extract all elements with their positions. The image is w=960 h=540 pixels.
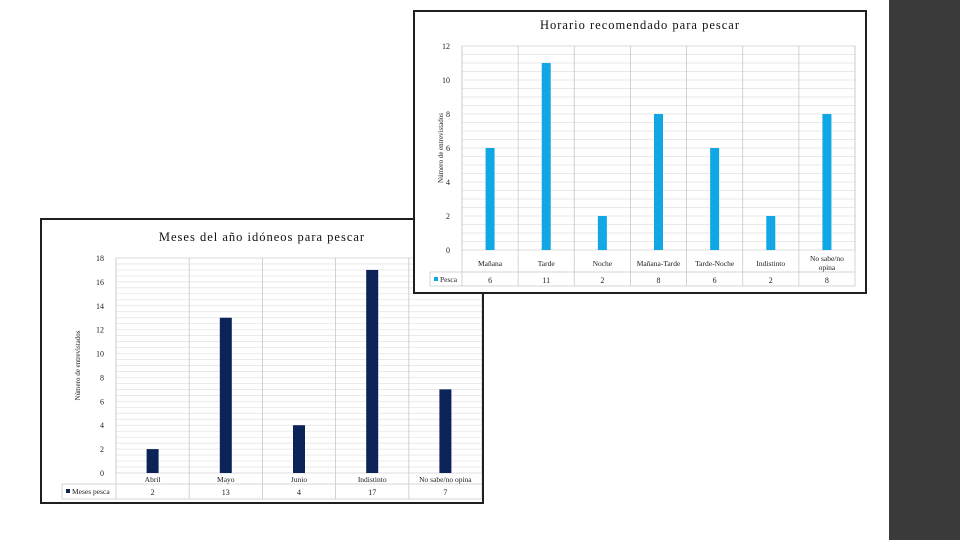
- bar: [822, 114, 832, 250]
- y-tick-label: 6: [100, 397, 104, 406]
- bar: [541, 63, 551, 250]
- category-label: Abril: [145, 475, 161, 484]
- data-table-value: 2: [151, 488, 155, 497]
- category-label: No sabe/no opina: [810, 254, 844, 272]
- bar: [766, 216, 776, 250]
- legend-label: Meses pesca: [72, 487, 110, 496]
- y-tick-label: 16: [96, 278, 104, 287]
- y-tick-label: 6: [446, 144, 450, 153]
- y-tick-label: 8: [100, 373, 104, 382]
- category-label: Mañana: [478, 259, 503, 268]
- dark-sidebar: [889, 0, 960, 540]
- data-table-value: 8: [657, 276, 661, 285]
- category-label: Tarde-Noche: [695, 259, 735, 268]
- bar: [366, 269, 379, 473]
- y-tick-label: 0: [100, 469, 104, 478]
- y-axis-label: Número de entrevistados: [74, 330, 82, 400]
- data-table-value: 8: [825, 276, 829, 285]
- y-tick-label: 8: [446, 110, 450, 119]
- category-label: Indistinto: [358, 475, 387, 484]
- data-table-value: 2: [600, 276, 604, 285]
- y-tick-label: 12: [442, 42, 450, 51]
- bar: [654, 114, 663, 250]
- y-tick-label: 4: [100, 421, 104, 430]
- y-tick-label: 2: [446, 212, 450, 221]
- data-table-value: 6: [713, 276, 717, 285]
- data-table-value: 11: [542, 276, 550, 285]
- category-label: Junio: [291, 475, 308, 484]
- category-label: Tarde: [538, 259, 556, 268]
- y-tick-label: 18: [96, 254, 104, 263]
- bar: [146, 449, 159, 473]
- y-tick-label: 14: [96, 302, 104, 311]
- y-tick-label: 10: [442, 76, 450, 85]
- data-table-value: 17: [368, 488, 376, 497]
- category-label: Mañana-Tarde: [637, 259, 681, 268]
- chart-title: Horario recomendado para pescar: [539, 18, 740, 32]
- time-chart-svg: 0 2 4 6 8 10 12 Número de entrevistados Mañana Ta…: [429, 42, 856, 287]
- legend-key: [434, 277, 438, 281]
- legend-key: [66, 489, 70, 493]
- category-label: Indistinto: [756, 259, 785, 268]
- y-axis-label: Número de entrevistados: [437, 113, 445, 183]
- legend-label: Pesca: [440, 275, 458, 284]
- category-label: Mayo: [217, 475, 235, 484]
- y-tick-label: 0: [446, 246, 450, 255]
- data-table-value: 2: [769, 276, 773, 285]
- data-table-value: 13: [222, 488, 230, 497]
- category-label: Noche: [593, 259, 613, 268]
- bar: [219, 317, 232, 473]
- y-tick-label: 10: [96, 350, 104, 359]
- bar: [293, 425, 305, 473]
- y-tick-label: 4: [446, 178, 450, 187]
- chart-panel-months: Meses del año idóneos para pescar 0 2 4 6 8 1…: [40, 218, 484, 504]
- y-tick-label: 2: [100, 445, 104, 454]
- bar: [485, 148, 495, 250]
- data-table-value: 7: [443, 488, 447, 497]
- chart-title: Meses del año idóneos para pescar: [158, 230, 366, 244]
- y-tick-label: 12: [96, 326, 104, 335]
- bar: [439, 389, 452, 473]
- bar: [710, 148, 720, 250]
- chart-panel-time: Horario recomendado para pescar 0 2 4 6 8 10 1…: [413, 10, 867, 294]
- category-label: No sabe/no opina: [419, 475, 472, 484]
- bar: [597, 216, 607, 250]
- data-table-value: 4: [297, 488, 301, 497]
- data-table-value: 6: [488, 276, 492, 285]
